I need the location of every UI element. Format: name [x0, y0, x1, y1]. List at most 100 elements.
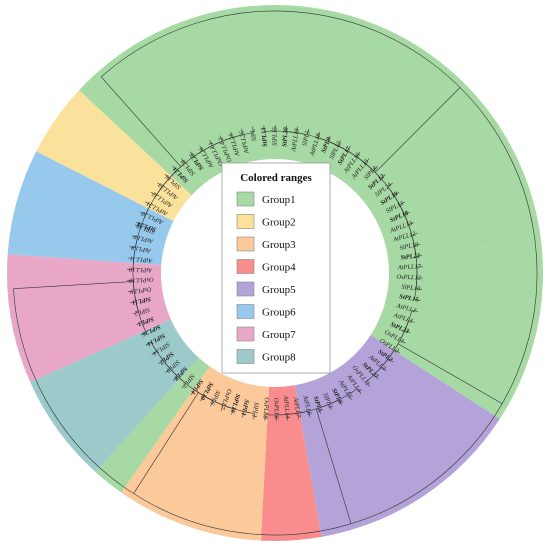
leaf-label: SlPL: [249, 128, 258, 142]
branch: [308, 410, 311, 417]
colored-range-sectors: [6, 4, 544, 541]
legend-items: Group1 Group2 Group3 Group4 Group5 Group6 Grou…: [236, 191, 296, 364]
sector-group1-0: [78, 4, 542, 260]
legend-label-group1: Group1: [262, 194, 296, 206]
branch: [394, 349, 400, 354]
branch-arc: [132, 250, 139, 313]
leaf-label: OsPLL6: [273, 398, 280, 420]
branch: [158, 360, 164, 365]
sector-group3-6: [121, 366, 270, 541]
leaf-label: AtPLL11: [129, 255, 153, 264]
leaf-label: SlPL5: [301, 130, 311, 147]
branch: [404, 211, 411, 215]
branch: [296, 126, 298, 133]
legend-swatch-group3: [236, 236, 255, 252]
branch: [189, 151, 194, 157]
branch: [129, 246, 136, 249]
branch: [399, 201, 406, 206]
leaf-label: SlPL15: [272, 127, 279, 146]
branch: [408, 222, 415, 225]
branch: [134, 224, 141, 228]
branch: [357, 388, 362, 394]
branch: [373, 374, 379, 380]
branch: [317, 131, 320, 138]
branch: [180, 158, 186, 164]
legend-label-group6: Group6: [262, 307, 296, 319]
leaf-label: SlPL10: [401, 284, 421, 293]
legend-swatch-group8: [236, 349, 255, 364]
branch: [327, 135, 331, 142]
leaf-label: StPL22: [400, 252, 421, 261]
branch: [373, 166, 378, 171]
leaf-label: AtPLL17: [397, 263, 422, 271]
leaf-label: OsPLL10: [128, 276, 154, 284]
branch: [165, 368, 171, 373]
branch: [164, 173, 170, 179]
branch: [375, 87, 461, 173]
leaf-label: AtPLL7: [292, 396, 302, 419]
branch: [150, 191, 157, 196]
branch: [315, 408, 352, 524]
branch: [151, 351, 157, 356]
branch: [145, 201, 151, 205]
branch: [404, 330, 411, 334]
branch: [145, 341, 152, 346]
branch: [307, 128, 310, 135]
branch: [318, 407, 321, 414]
branch: [286, 414, 288, 421]
legend-label-group7: Group7: [262, 329, 296, 341]
leaf-label: OsPLL8: [261, 397, 269, 420]
sector-group1-9: [370, 240, 544, 419]
sector-group5-8: [294, 335, 500, 537]
legend-swatch-group7: [236, 326, 255, 342]
sector-group1-5: [95, 357, 210, 493]
branch: [157, 182, 163, 187]
leaf-label: StPL20: [281, 126, 290, 147]
branch: [388, 358, 394, 363]
branch: [242, 411, 245, 418]
branch: [381, 366, 387, 372]
branch: [190, 389, 195, 396]
leaf-label: StPL11: [131, 295, 151, 306]
branch: [253, 413, 255, 420]
branch: [220, 405, 224, 411]
leaf-label: SlPL2: [133, 306, 151, 317]
branch: [338, 399, 342, 406]
branch: [408, 320, 415, 323]
branch: [380, 174, 386, 179]
leaf-label: AtPLL14: [282, 394, 291, 419]
branch: [129, 301, 136, 304]
branch: [397, 343, 503, 404]
legend-label-group8: Group8: [262, 352, 296, 364]
branch: [136, 322, 143, 325]
branch: [365, 381, 371, 387]
branch: [337, 140, 341, 146]
leaf-label: AtPLL19: [290, 127, 301, 153]
branch: [200, 395, 204, 402]
leaf-label: AtPLL8: [130, 243, 153, 254]
branch: [128, 290, 135, 293]
branch: [181, 383, 186, 389]
branch: [101, 76, 182, 167]
branch: [135, 222, 142, 225]
legend-title: Colored ranges: [240, 172, 312, 184]
branch: [209, 140, 213, 146]
sector-group8-4: [30, 319, 199, 473]
branch: [415, 255, 423, 257]
branch: [416, 288, 423, 290]
legend-label-group2: Group2: [262, 217, 296, 229]
branch: [399, 339, 406, 344]
legend-label-group5: Group5: [262, 284, 296, 296]
branch: [13, 281, 134, 290]
branch: [364, 158, 370, 164]
branch: [231, 408, 234, 415]
branch: [199, 145, 203, 151]
leaf-label: AtPLL10: [128, 266, 153, 274]
legend-swatch-group6: [236, 304, 255, 319]
legend-swatch-group4: [236, 259, 255, 274]
legend-label-group4: Group4: [262, 262, 296, 274]
leaf-label: AtPLL6: [301, 394, 313, 417]
tree-branches: [13, 10, 538, 536]
branch: [172, 165, 178, 171]
